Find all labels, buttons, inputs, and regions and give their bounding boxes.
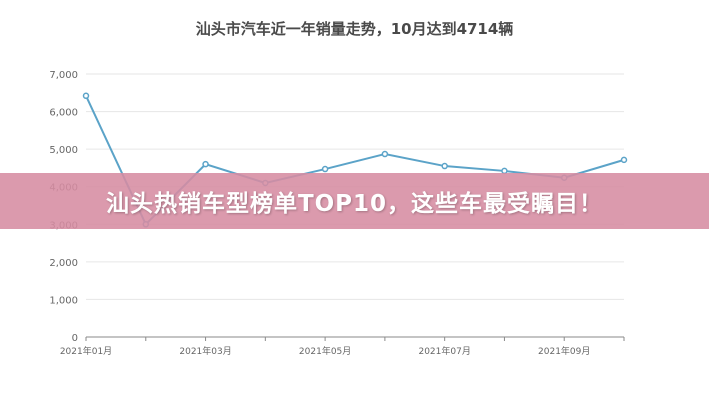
data-point <box>82 92 90 100</box>
data-point <box>202 160 209 168</box>
x-tick-label: 2021年03月 <box>179 345 231 357</box>
y-tick-label: 6,000 <box>49 108 78 119</box>
x-tick-label: 2021年07月 <box>418 345 470 357</box>
data-point <box>321 165 329 173</box>
data-point <box>381 150 389 158</box>
y-tick-label: 2,000 <box>49 258 78 269</box>
x-tick-label: 2021年09月 <box>538 345 590 357</box>
data-point <box>441 162 448 170</box>
banner: 汕头热销车型榜单TOP10，这些车最受瞩目！ <box>0 173 709 229</box>
x-tick-label: 2021年05月 <box>299 345 351 357</box>
data-point <box>620 156 628 164</box>
x-tick-label: 2021年01月 <box>60 345 112 357</box>
chart-title: 汕头市汽车近一年销量走势，10月达到4714辆 <box>195 20 514 38</box>
y-tick-label: 5,000 <box>49 145 78 156</box>
banner-text: 汕头热销车型榜单TOP10，这些车最受瞩目！ <box>105 191 604 217</box>
y-tick-label: 1,000 <box>49 295 78 306</box>
y-tick-label: 7,000 <box>49 70 78 81</box>
y-tick-label: 0 <box>72 333 78 344</box>
